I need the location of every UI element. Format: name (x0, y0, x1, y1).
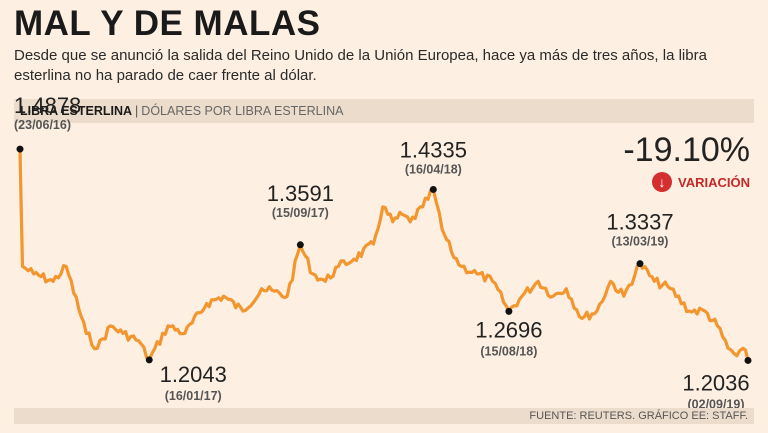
down-arrow-icon: ↓ (652, 172, 673, 192)
annotation-point (429, 185, 437, 193)
annotation-value: 1.4335 (400, 137, 467, 162)
annotation-point (296, 241, 304, 249)
annotation-point (636, 260, 644, 268)
source-footer: FUENTE: REUTERS. GRÁFICO EE: STAFF. (14, 408, 754, 424)
series-label-bar: LIBRA ESTERLINA | DÓLARES POR LIBRA ESTERL… (14, 99, 754, 123)
annotation-date: (15/09/17) (272, 206, 329, 220)
annotation-value: 1.4878 (14, 93, 81, 118)
variation-value: -19.10% (623, 131, 750, 169)
variation-box: -19.10% ↓ VARIACIÓN (623, 130, 750, 192)
annotation-point (145, 356, 153, 364)
annotation-value: 1.3591 (267, 181, 334, 206)
series-line-libra (18, 149, 750, 362)
annotation-point (505, 307, 513, 315)
annotation-date: (15/08/18) (480, 344, 537, 358)
annotation-date: (16/04/18) (405, 162, 462, 176)
variation-label: VARIACIÓN (678, 174, 750, 190)
source-text: FUENTE: REUTERS. GRÁFICO EE: STAFF. (529, 410, 748, 422)
annotation-date: (16/01/17) (165, 389, 222, 403)
annotation-value: 1.2036 (682, 370, 749, 395)
annotation-date: (13/03/19) (611, 235, 668, 249)
annotation-value: 1.2043 (160, 362, 227, 387)
annotation-value: 1.3337 (606, 210, 673, 235)
series-name: LIBRA ESTERLINA (20, 104, 133, 118)
series-separator: | (135, 104, 139, 118)
annotation-point (744, 356, 752, 364)
page-title: MAL Y DE MALAS (14, 4, 321, 43)
variation-label-row: ↓ VARIACIÓN (652, 172, 750, 192)
annotation-date: (23/06/16) (14, 118, 71, 132)
annotation-value: 1.2696 (475, 317, 542, 342)
annotation-date: (02/09/19) (688, 397, 745, 411)
subtitle: Desde que se anunció la salida del Reino… (14, 47, 707, 84)
annotation-point (16, 145, 24, 153)
series-unit: DÓLARES POR LIBRA ESTERLINA (141, 104, 344, 118)
